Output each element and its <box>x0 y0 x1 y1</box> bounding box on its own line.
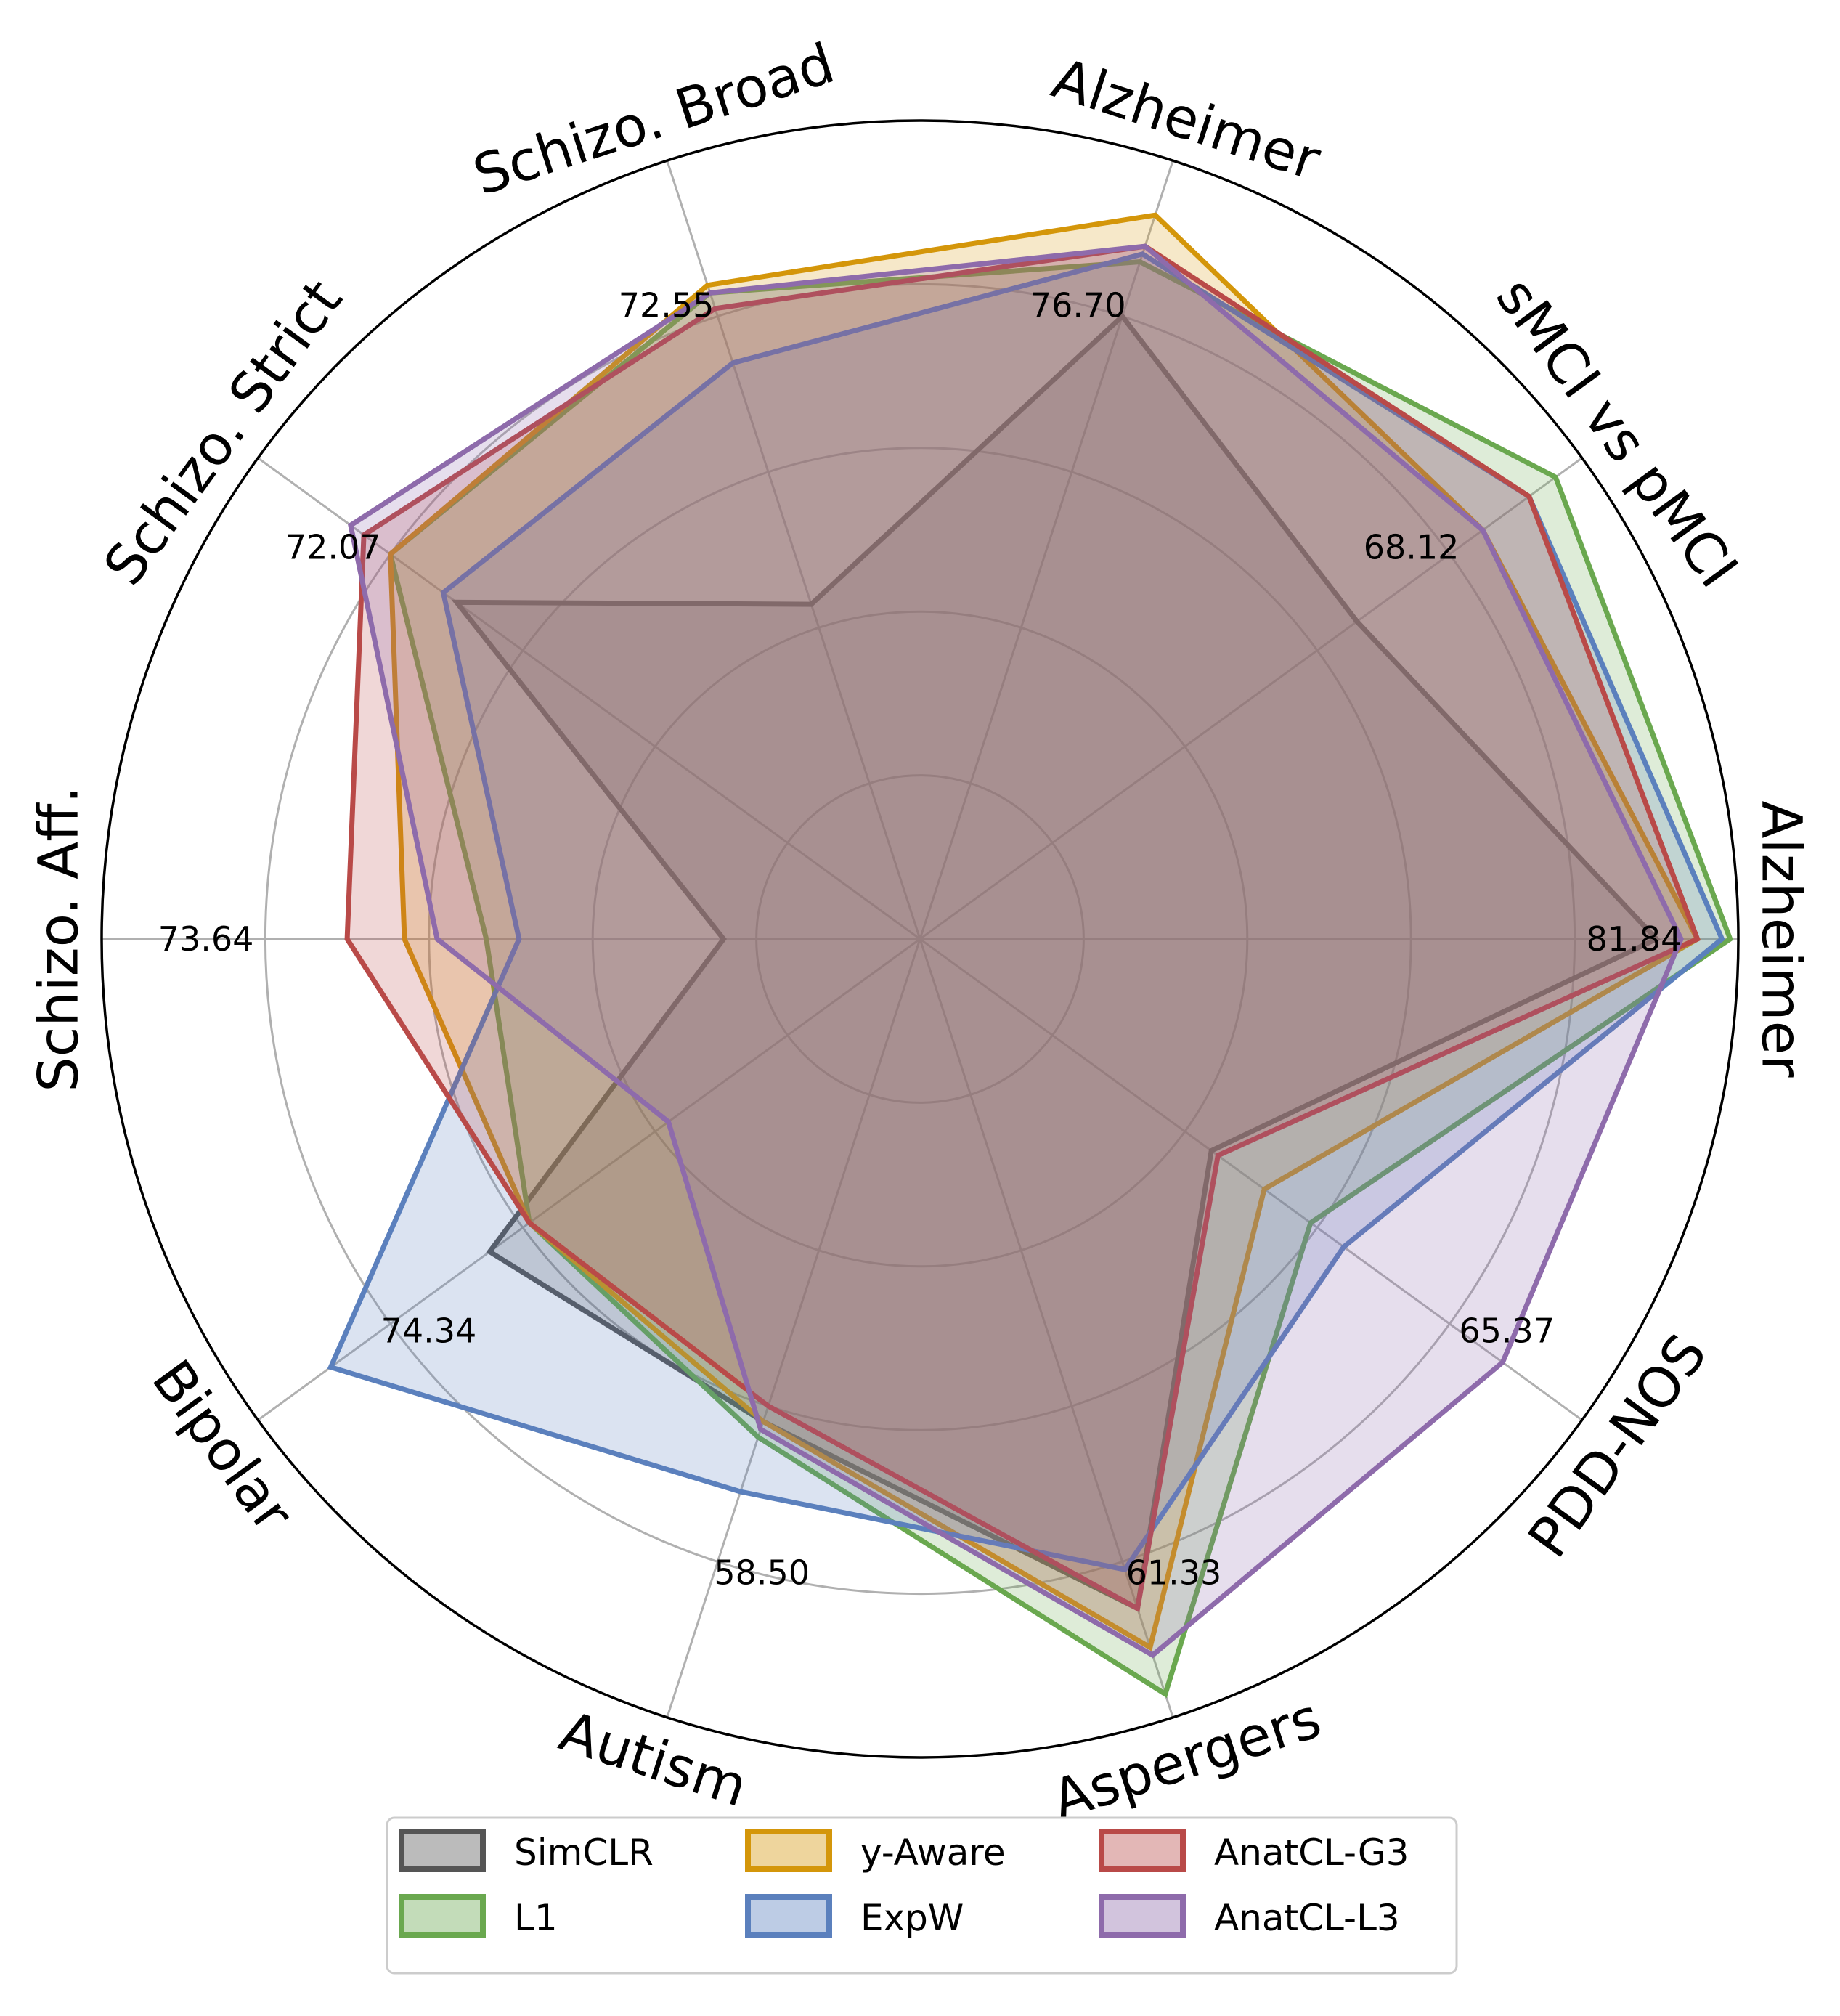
axis-label-7: Bipolar <box>139 1349 306 1544</box>
legend-swatch-simclr <box>399 1829 486 1872</box>
max-value-label-8: 58.50 <box>714 1553 810 1593</box>
series-expw <box>327 251 1725 1573</box>
max-value-label-2: 68.12 <box>1364 528 1460 567</box>
outer-frame <box>100 119 1740 1759</box>
axis-label-3: Alzheimer <box>1045 46 1329 193</box>
legend-swatch-expw <box>745 1894 832 1938</box>
axis-label-4: Schizo. Broad <box>465 31 842 208</box>
legend-swatch-l1 <box>399 1894 486 1938</box>
max-value-label-7: 74.34 <box>381 1311 477 1350</box>
spoke-4 <box>666 160 921 940</box>
max-value-label-4: 72.55 <box>619 285 715 325</box>
legend: SimCLR L1 y-Aware ExpW AnatCL-G3 AnatCL-L3 <box>386 1816 1458 1975</box>
series-anatcl-g3 <box>344 243 1701 1613</box>
axis-label-9: Aspergers <box>1044 1686 1328 1833</box>
spoke-7 <box>257 938 921 1421</box>
spoke-3 <box>919 160 1174 940</box>
max-value-label-6: 73.64 <box>158 919 254 959</box>
spoke-10 <box>919 938 1583 1421</box>
legend-frame <box>386 1816 1458 1975</box>
legend-entry-expw: ExpW <box>860 1897 964 1939</box>
axis-label-10: PDD-NOS <box>1515 1322 1719 1569</box>
series-anatcl-l3 <box>347 243 1684 1659</box>
radar-grid <box>100 119 1740 1759</box>
max-value-label-3: 76.70 <box>1030 285 1126 325</box>
legend-entry-y-aware: y-Aware <box>860 1832 1006 1874</box>
legend-swatch-anatcl-l3 <box>1099 1894 1186 1938</box>
spoke-8 <box>666 938 921 1718</box>
max-value-label-5: 72.07 <box>285 528 381 567</box>
axis-label-6: Schizo. Aff. <box>26 786 91 1092</box>
spoke-5 <box>257 457 921 940</box>
legend-entry-l1: L1 <box>514 1897 558 1939</box>
max-value-label-9: 61.33 <box>1126 1553 1222 1593</box>
legend-entry-anatcl-g3: AnatCL-G3 <box>1214 1832 1409 1874</box>
spoke-9 <box>919 938 1174 1718</box>
legend-entry-simclr: SimCLR <box>514 1832 654 1874</box>
legend-entry-anatcl-l3: AnatCL-L3 <box>1214 1897 1400 1939</box>
max-value-label-10: 65.37 <box>1459 1311 1555 1350</box>
radar-series <box>327 212 1733 1699</box>
legend-swatch-y-aware <box>745 1829 832 1872</box>
axis-label-8: Autism <box>553 1699 755 1819</box>
legend-swatch-anatcl-g3 <box>1099 1829 1186 1872</box>
spoke-2 <box>919 457 1583 940</box>
max-value-label-1: 81.84 <box>1587 919 1682 959</box>
axis-label-1: Alzheimer <box>1750 800 1815 1078</box>
